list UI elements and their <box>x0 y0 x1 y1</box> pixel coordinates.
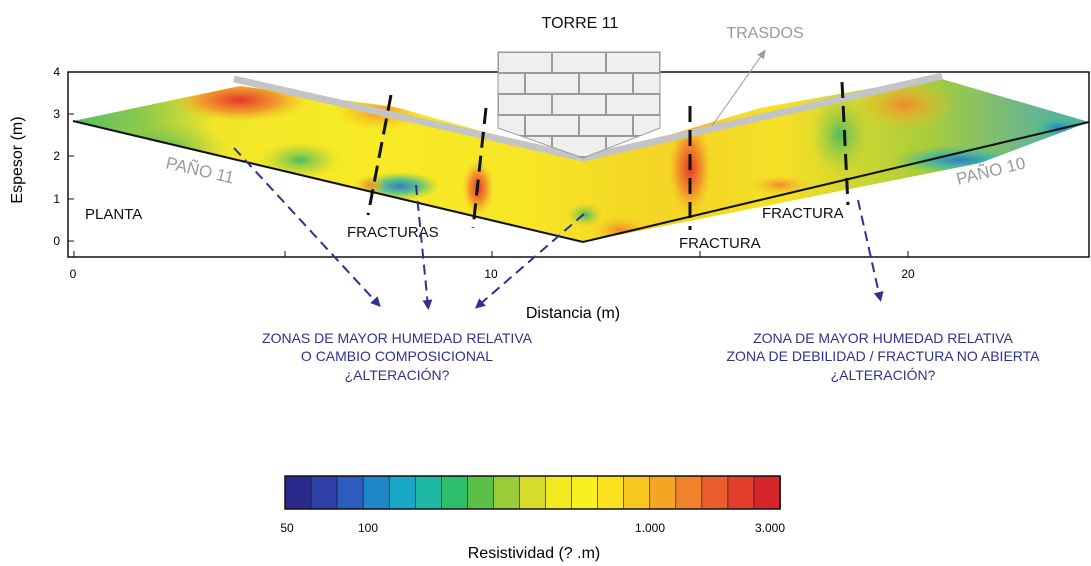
annotation-left-line2: O CAMBIO COMPOSICIONAL <box>301 348 493 364</box>
y-tick-label: 1 <box>53 192 60 206</box>
annotation-right-line3: ¿ALTERACIÓN? <box>831 367 936 383</box>
trasdos-label: TRASDOS <box>726 25 803 42</box>
colorbar-tick-label: 1.000 <box>635 521 665 535</box>
fracture-lines <box>366 81 850 230</box>
annotation-left: ZONAS DE MAYOR HUMEDAD RELATIVA O CAMBIO… <box>262 330 533 383</box>
colorbar-title: Resistividad (? .m) <box>468 545 600 562</box>
fracturas-label: FRACTURAS <box>347 224 439 241</box>
y-axis-label: Espesor (m) <box>9 116 26 203</box>
y-tick-label: 0 <box>53 234 60 248</box>
annotation-right-line2: ZONA DE DEBILIDAD / FRACTURA NO ABIERTA <box>727 348 1041 364</box>
fracture-line-4 <box>840 81 850 206</box>
arrow-left-2 <box>415 184 433 310</box>
annotation-arrows <box>233 147 884 310</box>
y-tick-label: 2 <box>53 149 60 163</box>
colorbar-swatch <box>545 475 573 510</box>
colorbar-swatch <box>571 475 599 510</box>
tower-bricks <box>497 51 661 159</box>
trasdos-pointer-arrow <box>711 49 766 127</box>
colorbar-swatch <box>441 475 469 510</box>
annotation-right-line1: ZONA DE MAYOR HUMEDAD RELATIVA <box>753 330 1013 346</box>
fracture-line-2 <box>471 107 488 229</box>
x-tick-label: 10 <box>484 267 498 281</box>
colorbar-swatch <box>388 475 417 510</box>
colorbar-frame <box>284 475 781 510</box>
colorbar-swatch <box>675 475 703 510</box>
planta-label: PLANTA <box>85 206 142 223</box>
fractura-right-label: FRACTURA <box>762 205 844 222</box>
colorbar-swatch <box>284 475 312 510</box>
colorbar-swatch <box>310 475 338 510</box>
fractura-center-label: FRACTURA <box>679 235 761 252</box>
colorbar-swatch <box>623 475 651 510</box>
colorbar-swatch <box>649 475 677 510</box>
colorbar-tick-label: 3.000 <box>755 521 785 535</box>
colorbar-swatch <box>467 475 495 510</box>
colorbar-swatch <box>727 475 755 510</box>
colorbar-swatch <box>336 475 364 510</box>
colorbar-swatch <box>493 475 521 510</box>
colorbar-swatch <box>414 475 443 510</box>
colorbar-swatch <box>753 475 781 510</box>
x-axis: 0 10 20 Distancia (m) <box>70 251 915 322</box>
colorbar-swatch <box>519 475 547 510</box>
annotation-left-line1: ZONAS DE MAYOR HUMEDAD RELATIVA <box>262 330 533 346</box>
annotation-right: ZONA DE MAYOR HUMEDAD RELATIVA ZONA DE D… <box>727 330 1041 383</box>
fracture-line-1 <box>366 94 393 216</box>
y-tick-label: 3 <box>53 107 60 121</box>
x-axis-label: Distancia (m) <box>526 305 620 322</box>
arrow-left-3 <box>474 213 585 309</box>
colorbar-tick-label: 100 <box>358 521 378 535</box>
y-tick-label: 4 <box>53 65 60 79</box>
colorbar <box>284 475 781 510</box>
x-tick-label: 20 <box>901 267 915 281</box>
colorbar-swatch <box>597 475 625 510</box>
arrow-left-1 <box>233 147 381 307</box>
x-tick-label: 0 <box>70 267 77 281</box>
colorbar-swatch <box>362 475 391 510</box>
section-base-line <box>72 120 1090 244</box>
arrow-right <box>857 199 884 302</box>
y-axis: 4 3 2 1 0 Espesor (m) <box>9 65 74 248</box>
colorbar-swatch <box>701 475 729 510</box>
annotation-left-line3: ¿ALTERACIÓN? <box>345 367 450 383</box>
colorbar-tick-label: 50 <box>280 521 294 535</box>
tower-label: TORRE 11 <box>542 15 619 32</box>
